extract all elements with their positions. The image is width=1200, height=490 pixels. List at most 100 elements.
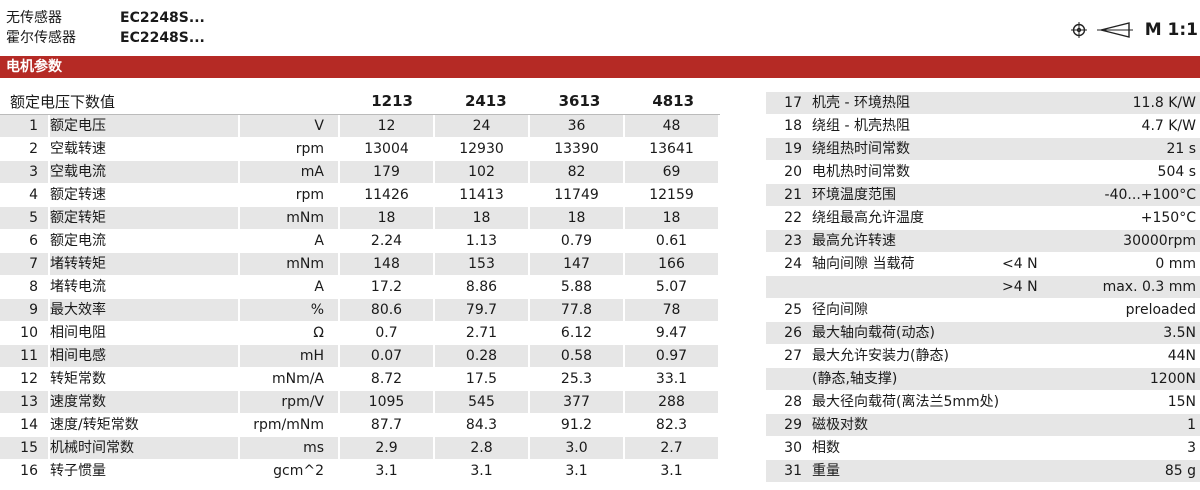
parameter-unit: gcm^2 xyxy=(240,460,340,482)
parameter-name: 转矩常数 xyxy=(50,368,240,390)
parameter-value: 4.7 K/W xyxy=(1141,118,1196,134)
row-number: 14 xyxy=(0,414,50,436)
table-row: 11 相间电感 mH 0.07 0.28 0.58 0.97 xyxy=(0,345,720,368)
parameter-name: 重量 xyxy=(812,463,840,479)
cell-value: 3.1 xyxy=(625,460,720,482)
table-row: 20 电机热时间常数 504 s xyxy=(766,161,1200,184)
row-number: 20 xyxy=(784,164,802,180)
parameter-value: 15N xyxy=(1167,394,1196,410)
table-row: 22 绕组最高允许温度 +150°C xyxy=(766,207,1200,230)
table-row: 6 额定电流 A 2.24 1.13 0.79 0.61 xyxy=(0,230,720,253)
table-row: 13 速度常数 rpm/V 1095 545 377 288 xyxy=(0,391,720,414)
header-label: 无传感器 xyxy=(6,10,62,26)
row-number: 25 xyxy=(784,302,802,318)
parameter-name: 环境温度范围 xyxy=(812,187,896,203)
parameter-name: 绕组 - 机壳热阻 xyxy=(812,118,910,134)
column-header: 4813 xyxy=(652,92,695,110)
cell-value: 288 xyxy=(625,391,720,413)
cell-value: 12159 xyxy=(625,184,720,206)
row-number: 2 xyxy=(0,138,50,160)
cell-value: 377 xyxy=(530,391,625,413)
parameter-value: max. 0.3 mm xyxy=(1102,279,1196,295)
cell-value: 8.86 xyxy=(435,276,530,298)
cell-value: 11413 xyxy=(435,184,530,206)
cell-value: 80.6 xyxy=(340,299,435,321)
cell-value: 0.58 xyxy=(530,345,625,367)
cell-value: 84.3 xyxy=(435,414,530,436)
cell-value: 2.7 xyxy=(625,437,720,459)
section-title-bar: 电机参数 xyxy=(0,56,1200,78)
row-number: 7 xyxy=(0,253,50,275)
cell-value: 82 xyxy=(530,161,625,183)
row-number: 30 xyxy=(784,440,802,456)
table-row: 15 机械时间常数 ms 2.9 2.8 3.0 2.7 xyxy=(0,437,720,460)
cell-value: 102 xyxy=(435,161,530,183)
parameter-name: 速度常数 xyxy=(50,391,240,413)
cell-value: 87.7 xyxy=(340,414,435,436)
cell-value: 17.5 xyxy=(435,368,530,390)
parameter-unit: mNm/A xyxy=(240,368,340,390)
table-row: 12 转矩常数 mNm/A 8.72 17.5 25.3 33.1 xyxy=(0,368,720,391)
table-row: 16 转子惯量 gcm^2 3.1 3.1 3.1 3.1 xyxy=(0,460,720,483)
parameter-value: -40...+100°C xyxy=(1104,187,1196,203)
cell-value: 0.28 xyxy=(435,345,530,367)
row-number: 27 xyxy=(784,348,802,364)
column-header: 2413 xyxy=(464,92,507,110)
parameter-value: 1200N xyxy=(1149,371,1196,387)
parameter-value: 21 s xyxy=(1166,141,1196,157)
cell-value: 24 xyxy=(435,115,530,137)
parameter-name: 额定转矩 xyxy=(50,207,240,229)
row-number: 24 xyxy=(784,256,802,272)
cell-value: 11749 xyxy=(530,184,625,206)
row-number: 1 xyxy=(0,115,50,137)
parameter-name: 最大轴向载荷(动态) xyxy=(812,325,935,341)
table-row: 1 额定电压 V 12 24 36 48 xyxy=(0,115,720,138)
parameter-unit: rpm xyxy=(240,184,340,206)
table-row: 27 最大允许安装力(静态) 44N xyxy=(766,345,1200,368)
cell-value: 13390 xyxy=(530,138,625,160)
table-row: 3 空载电流 mA 179 102 82 69 xyxy=(0,161,720,184)
parameter-name: 相间电阻 xyxy=(50,322,240,344)
parameter-name: 最高允许转速 xyxy=(812,233,896,249)
row-number: 13 xyxy=(0,391,50,413)
cell-value: 147 xyxy=(530,253,625,275)
parameter-name: 磁极对数 xyxy=(812,417,868,433)
parameter-name: 机械时间常数 xyxy=(50,437,240,459)
cell-value: 9.47 xyxy=(625,322,720,344)
parameter-value: 30000rpm xyxy=(1123,233,1196,249)
table-row: 31 重量 85 g xyxy=(766,460,1200,483)
table-row: 14 速度/转矩常数 rpm/mNm 87.7 84.3 91.2 82.3 xyxy=(0,414,720,437)
motor-properties-table: 17 机壳 - 环境热阻 11.8 K/W 18 绕组 - 机壳热阻 4.7 K/W 19 绕… xyxy=(766,92,1200,483)
row-number: 5 xyxy=(0,207,50,229)
parameter-name: 最大效率 xyxy=(50,299,240,321)
cell-value: 3.0 xyxy=(530,437,625,459)
parameter-name: (静态,轴支撑) xyxy=(812,371,898,387)
cell-value: 91.2 xyxy=(530,414,625,436)
table-row: 7 堵转转矩 mNm 148 153 147 166 xyxy=(0,253,720,276)
table-title: 额定电压下数值 xyxy=(10,92,116,111)
table-row: 30 相数 3 xyxy=(766,437,1200,460)
row-number: 8 xyxy=(0,276,50,298)
parameter-name: 空载电流 xyxy=(50,161,240,183)
table-row: 9 最大效率% 80.6 79.7 77.8 78 xyxy=(0,299,720,322)
table-row: 24 轴向间隙 当载荷 <4 N 0 mm xyxy=(766,253,1200,276)
cell-value: 11426 xyxy=(340,184,435,206)
table-row: 17 机壳 - 环境热阻 11.8 K/W xyxy=(766,92,1200,115)
model-header: 无传感器 EC2248S... 霍尔传感器 EC2248S... xyxy=(6,8,205,48)
parameter-unit: mA xyxy=(240,161,340,183)
parameter-name: 径向间隙 xyxy=(812,302,868,318)
parameter-name: 轴向间隙 当载荷 xyxy=(812,256,915,272)
parameter-unit: ms xyxy=(240,437,340,459)
cell-value: 25.3 xyxy=(530,368,625,390)
row-number: 26 xyxy=(784,325,802,341)
cell-value: 69 xyxy=(625,161,720,183)
scale-label: M 1:1 xyxy=(1144,20,1198,40)
projection-symbol-icon xyxy=(1070,22,1133,38)
parameter-name: 最大径向载荷(离法兰5mm处) xyxy=(812,394,1000,410)
parameter-name: 电机热时间常数 xyxy=(812,164,910,180)
parameter-name: 相数 xyxy=(812,440,840,456)
table-row: >4 N max. 0.3 mm xyxy=(766,276,1200,299)
parameter-name: 转子惯量 xyxy=(50,460,240,482)
cell-value: 3.1 xyxy=(340,460,435,482)
parameter-value: 504 s xyxy=(1157,164,1196,180)
